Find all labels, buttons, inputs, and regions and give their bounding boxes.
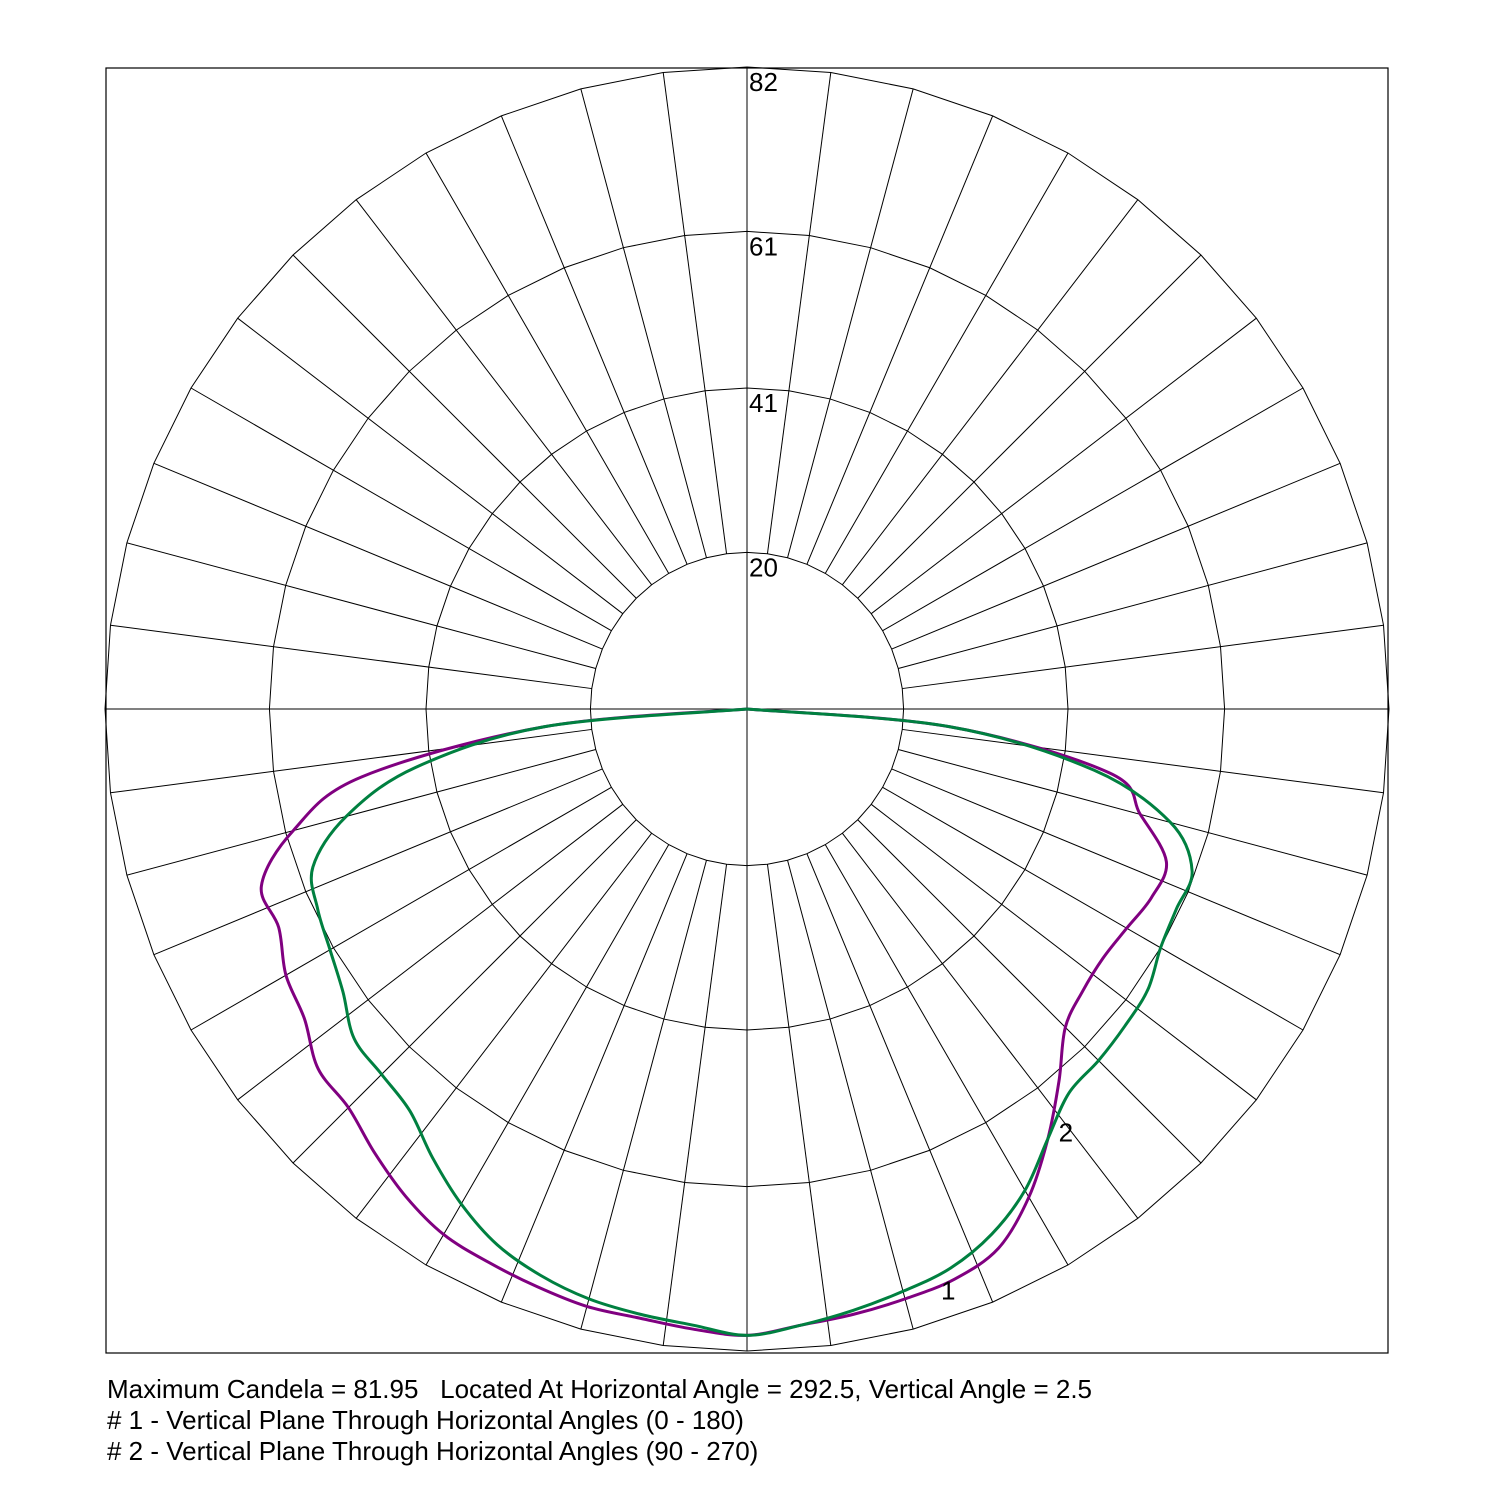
ring-labels: 20 41 61 82	[749, 67, 778, 582]
grid-spoke	[898, 542, 1368, 669]
grid-spoke	[425, 152, 670, 574]
grid-spoke	[355, 199, 653, 586]
grid-spoke	[857, 819, 1202, 1164]
grid-spoke	[110, 728, 592, 794]
grid-spoke	[882, 786, 1304, 1031]
series-1-label: 1	[941, 1276, 955, 1306]
grid-spoke	[500, 115, 688, 565]
grid-spoke	[891, 462, 1341, 650]
grid-spoke	[126, 542, 596, 669]
grid-spoke	[766, 864, 832, 1346]
grid-spoke	[292, 819, 637, 1164]
grid-spoke	[787, 88, 914, 558]
grid-spoke	[153, 768, 603, 956]
grid-spoke	[190, 387, 612, 632]
ring-label: 82	[749, 67, 778, 97]
ring-label: 20	[749, 552, 778, 582]
grid-spoke	[806, 853, 994, 1303]
grid-spoke	[355, 832, 653, 1219]
grid-spoke	[898, 749, 1368, 876]
grid-spoke	[237, 803, 624, 1101]
series-1-description: # 1 - Vertical Plane Through Horizontal …	[107, 1405, 744, 1435]
grid-spoke	[891, 768, 1341, 956]
ring-label: 41	[749, 388, 778, 418]
grid-spoke	[153, 462, 603, 650]
grid-spoke	[787, 860, 914, 1330]
grid-spoke	[500, 853, 688, 1303]
chart-caption: Maximum Candela = 81.95 Located At Horiz…	[107, 1374, 1092, 1467]
polar-grid	[104, 66, 1390, 1352]
grid-spoke	[126, 749, 596, 876]
grid-spoke	[292, 254, 637, 599]
grid-spoke	[870, 317, 1257, 615]
max-candela-text: Maximum Candela = 81.95 Located At Horiz…	[107, 1374, 1093, 1404]
grid-spoke	[766, 72, 832, 554]
grid-spoke	[857, 254, 1202, 599]
grid-spoke	[110, 624, 592, 690]
grid-spoke	[841, 832, 1139, 1219]
grid-spoke	[580, 860, 707, 1330]
grid-spoke	[662, 864, 728, 1346]
grid-spoke	[425, 844, 670, 1266]
grid-spoke	[824, 844, 1069, 1266]
grid-spoke	[882, 387, 1304, 632]
series-2-description: # 2 - Vertical Plane Through Horizontal …	[107, 1436, 759, 1466]
series-2-curve	[309, 707, 1194, 1337]
candela-curves: 12	[259, 707, 1194, 1337]
grid-spoke	[824, 152, 1069, 574]
grid-spoke	[870, 803, 1257, 1101]
grid-spoke	[902, 624, 1384, 690]
series-2-label: 2	[1059, 1118, 1073, 1148]
grid-spoke	[662, 72, 728, 554]
ring-label: 61	[749, 231, 778, 261]
grid-spoke	[841, 199, 1139, 586]
grid-spoke	[237, 317, 624, 615]
grid-spoke	[580, 88, 707, 558]
grid-spoke	[190, 786, 612, 1031]
grid-spoke	[902, 728, 1384, 794]
grid-spoke	[806, 115, 994, 565]
